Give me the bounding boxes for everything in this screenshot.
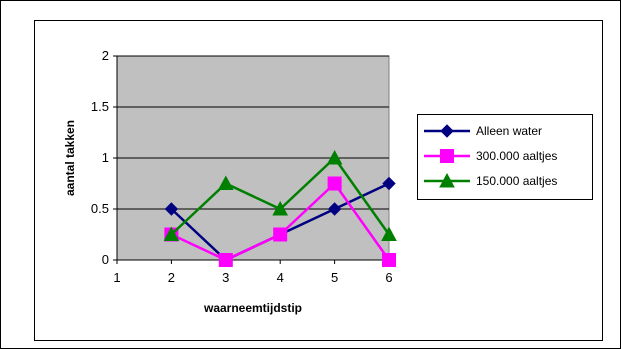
y-tick-label: 1 — [102, 150, 109, 165]
legend-label: 300.000 aaltjes — [476, 149, 557, 163]
data-point — [382, 253, 396, 267]
data-point — [327, 176, 342, 191]
legend-marker — [440, 149, 454, 163]
y-tick-label: 0 — [102, 252, 109, 267]
data-point — [273, 227, 288, 242]
x-tick-label: 3 — [222, 270, 229, 285]
axes — [113, 55, 390, 264]
y-tick-label: 0.5 — [91, 201, 109, 216]
legend-label: 150.000 aaltjes — [476, 174, 557, 188]
gridlines — [117, 55, 389, 210]
series-3 — [163, 149, 397, 241]
legend-label: Alleen water — [476, 124, 542, 138]
data-point — [163, 226, 180, 241]
data-point — [381, 226, 397, 241]
x-tick-label: 6 — [385, 270, 392, 285]
y-tick-label: 2 — [102, 48, 109, 63]
series-group — [163, 149, 397, 267]
y-axis-title: aantal takken — [63, 120, 77, 196]
data-point — [217, 175, 234, 190]
data-point — [327, 202, 342, 216]
x-tick-label: 5 — [331, 270, 338, 285]
legend-marker — [439, 172, 455, 188]
legend-item: 150.000 aaltjes — [424, 172, 557, 188]
data-point — [382, 176, 396, 191]
legend: Alleen water 300.000 aaltjes 150.000 aaltj… — [424, 124, 557, 188]
legend-marker — [440, 124, 454, 138]
y-tick-label: 1.5 — [91, 99, 109, 114]
data-point — [218, 253, 233, 267]
chart-area-border — [34, 20, 603, 341]
x-axis-title: waarneemtijdstip — [203, 301, 302, 315]
tick-labels: 0 0.5 1 1.5 2 1 2 3 4 5 6 — [91, 48, 393, 285]
data-point — [272, 200, 289, 216]
data-point — [164, 202, 179, 216]
x-tick-label: 1 — [113, 270, 120, 285]
data-point — [326, 149, 343, 165]
x-tick-label: 2 — [168, 270, 175, 285]
legend-item: 300.000 aaltjes — [424, 149, 557, 163]
legend-item: Alleen water — [424, 124, 542, 138]
x-tick-label: 4 — [277, 270, 284, 285]
